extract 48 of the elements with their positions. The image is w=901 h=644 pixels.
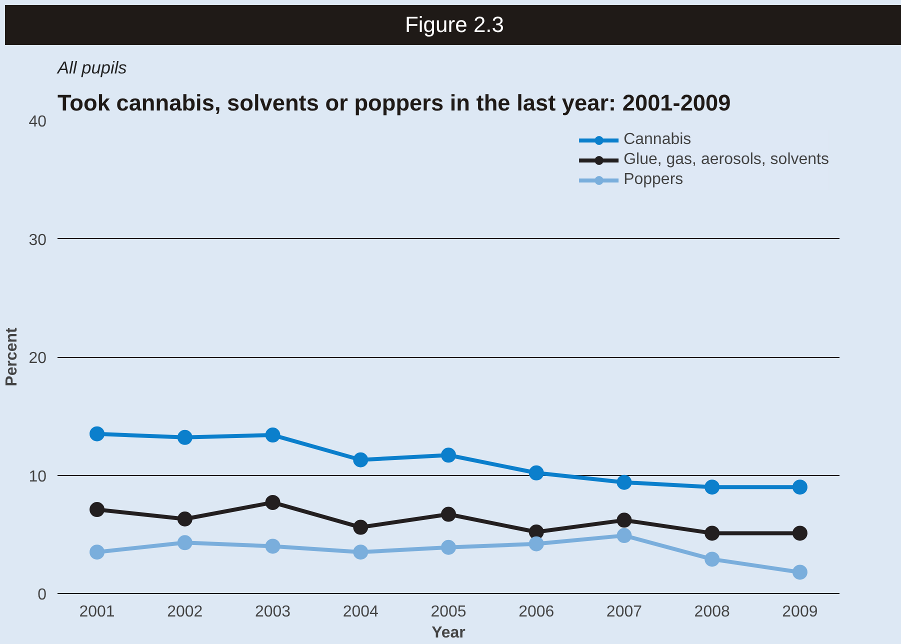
point xyxy=(616,528,632,544)
point xyxy=(90,426,105,442)
chart-subtitle: All pupils xyxy=(56,58,128,78)
y-tick-label: 0 xyxy=(38,586,47,604)
x-tick-label: 2009 xyxy=(782,604,818,620)
point xyxy=(616,474,632,490)
point xyxy=(792,480,808,495)
x-tick-label: 2008 xyxy=(694,604,730,620)
legend-label: Cannabis xyxy=(624,131,692,149)
point xyxy=(265,538,280,554)
caption: Figure 2.3 xyxy=(404,11,504,39)
point xyxy=(177,512,192,526)
point xyxy=(441,506,456,522)
point xyxy=(90,544,105,560)
y-tick-label: 10 xyxy=(28,468,47,486)
point xyxy=(616,512,632,528)
legend-label: Poppers xyxy=(624,171,684,189)
x-tick-label: 2006 xyxy=(518,604,554,620)
x-tick-label: 2001 xyxy=(79,604,115,620)
legend-label: Glue, gas, aerosols, solvents xyxy=(624,151,829,169)
point xyxy=(528,465,544,480)
point xyxy=(353,452,368,468)
y-tick-label: 30 xyxy=(28,232,47,249)
x-tick-label: 2003 xyxy=(254,604,291,620)
x-axis-title: Year xyxy=(432,624,466,642)
y-tick-label: 20 xyxy=(28,350,47,367)
point xyxy=(353,520,368,535)
x-tick-label: 2005 xyxy=(430,604,466,620)
chart-title: Took cannabis, solvents or poppers in the last year: 2001-2009 xyxy=(58,90,731,116)
y-tick-label: 40 xyxy=(28,114,47,130)
y-axis-title: Percent xyxy=(4,326,21,386)
point xyxy=(792,526,808,541)
point xyxy=(704,526,720,541)
point xyxy=(704,552,720,567)
point xyxy=(265,428,280,443)
point xyxy=(441,540,456,555)
point xyxy=(177,535,192,550)
point xyxy=(177,430,192,445)
point xyxy=(90,502,105,518)
point xyxy=(704,480,720,495)
point xyxy=(353,544,368,560)
point xyxy=(441,448,456,463)
point xyxy=(792,564,808,580)
x-tick-label: 2007 xyxy=(606,604,642,620)
point xyxy=(528,536,544,552)
point xyxy=(265,494,280,510)
x-tick-label: 2002 xyxy=(167,604,203,620)
x-tick-label: 2004 xyxy=(342,604,379,620)
